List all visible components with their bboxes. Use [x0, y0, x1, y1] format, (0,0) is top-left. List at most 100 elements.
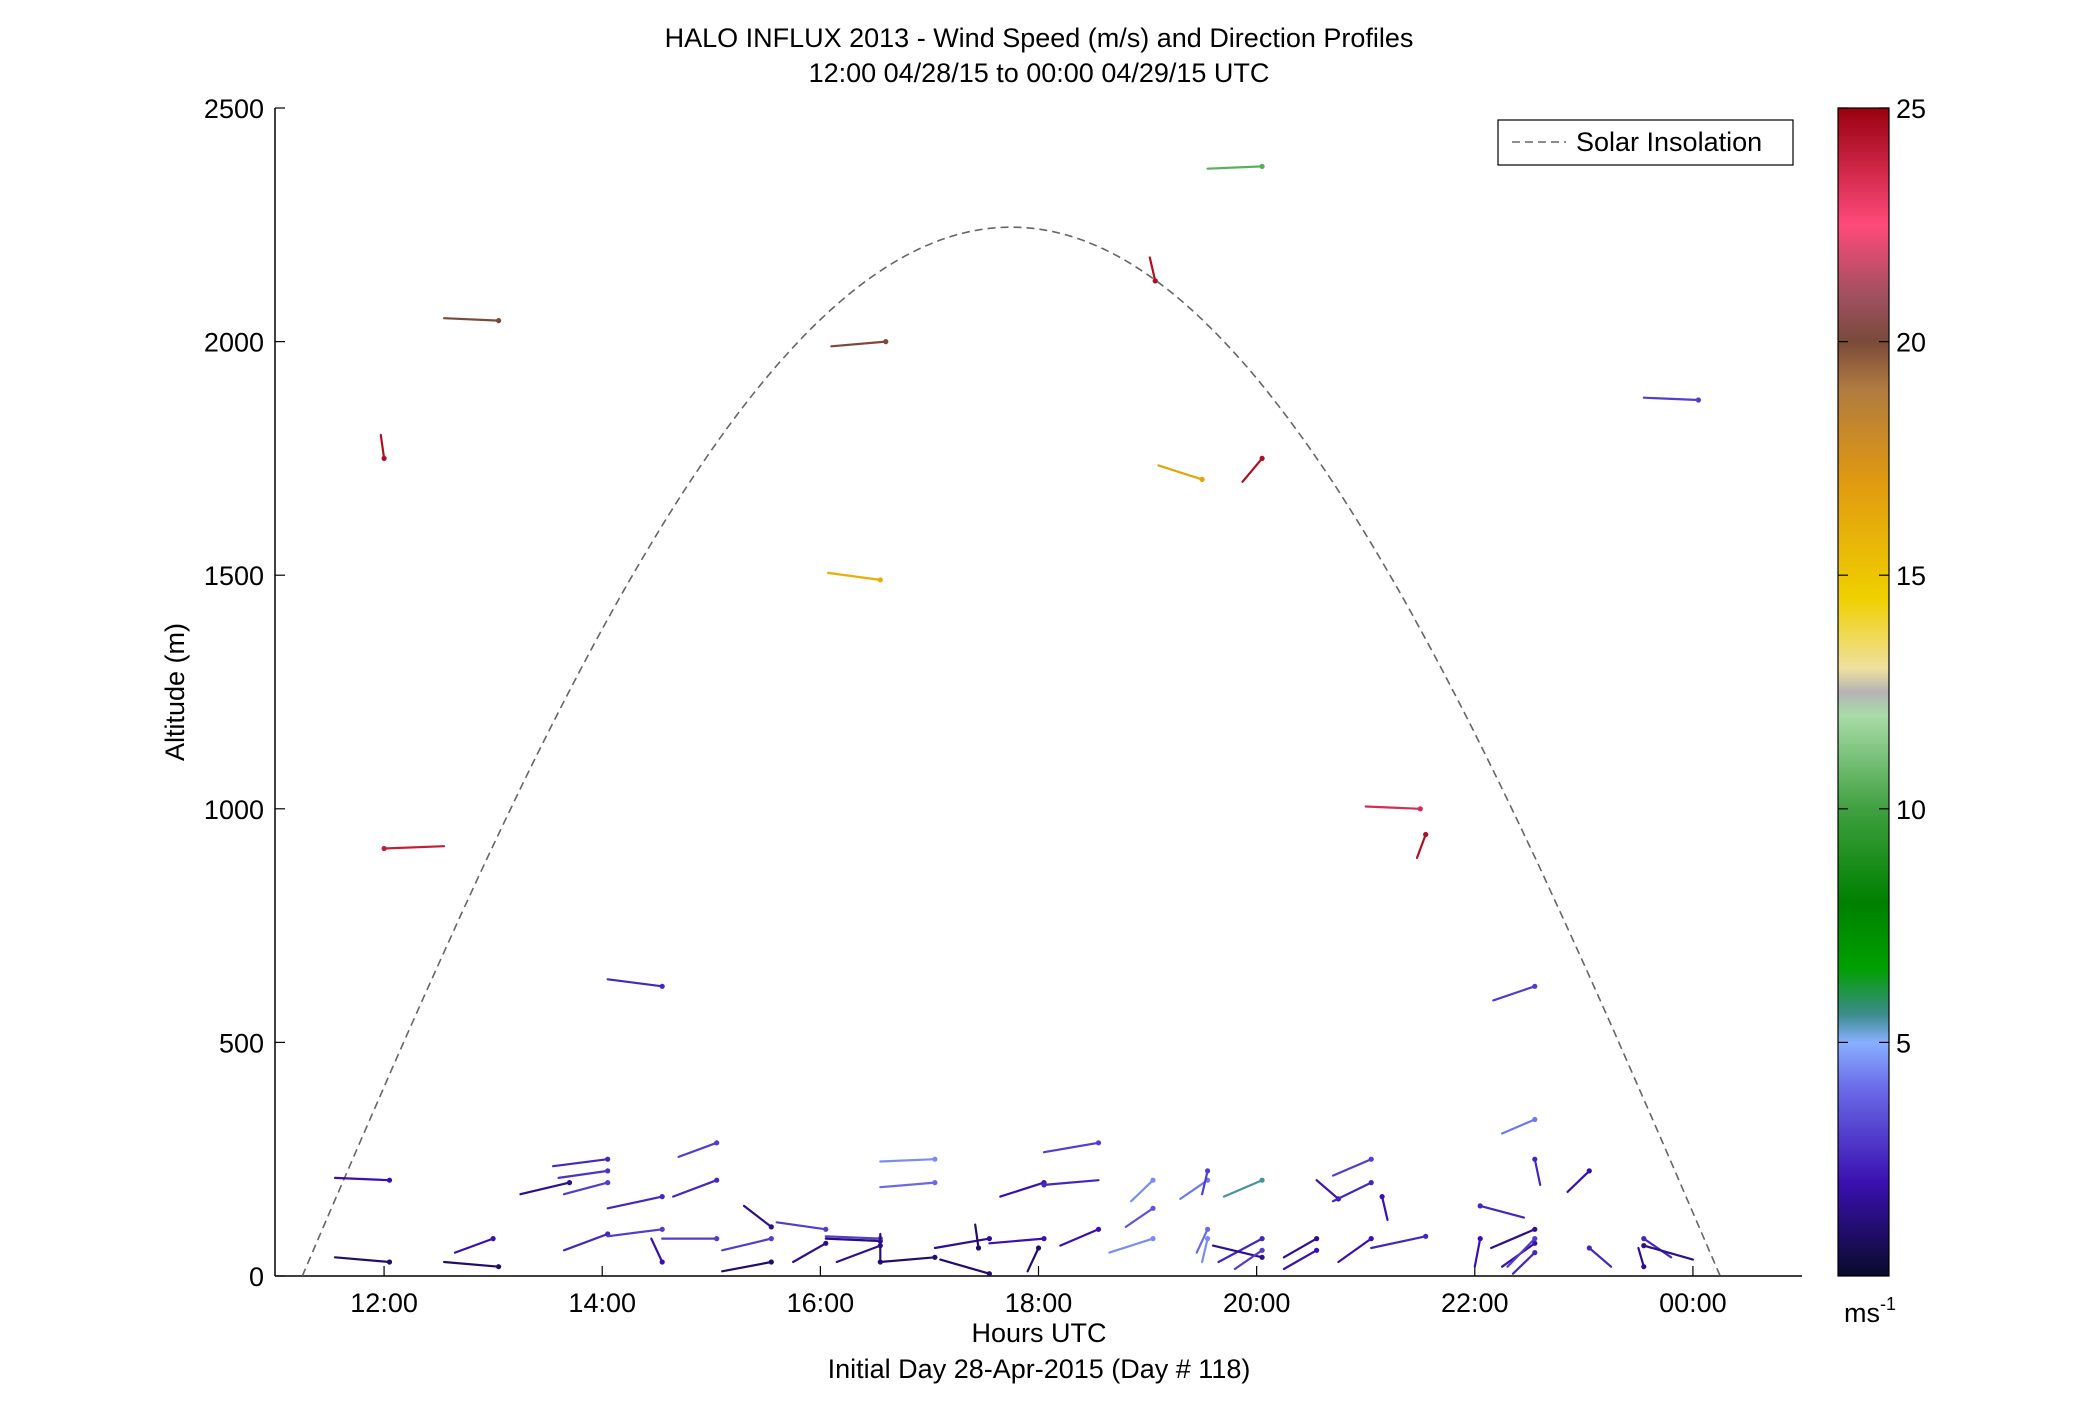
wind-vector-head [768, 1259, 774, 1265]
wind-vector-head [1586, 1168, 1592, 1174]
y-tick-label: 0 [249, 1262, 264, 1292]
wind-vector [1642, 396, 1700, 402]
wind-vector-head [1532, 1226, 1538, 1232]
wind-vector-head [1041, 1236, 1047, 1242]
wind-vector-head [496, 1264, 502, 1270]
wind-vector [1473, 1237, 1482, 1268]
y-tick-group: 0 500 1000 1500 2000 2500 [204, 94, 285, 1292]
colorbar: 5 10 15 20 25 ms-1 [1837, 94, 1926, 1328]
legend: Solar Insolation [1497, 119, 1794, 166]
x-axis-sublabel: Initial Day 28-Apr-2015 (Day # 118) [828, 1354, 1251, 1384]
wind-vector [443, 1260, 500, 1268]
wind-vector-head [932, 1180, 938, 1186]
wind-vector [988, 1237, 1046, 1245]
wind-vector-head [932, 1254, 938, 1260]
wind-vector [1200, 1237, 1209, 1264]
wind-vector [742, 1204, 773, 1229]
colorbar-tick-label: 25 [1896, 94, 1926, 124]
wind-vector [606, 1195, 664, 1210]
wind-vector [1026, 1246, 1040, 1273]
wind-vector-head [1641, 1243, 1647, 1249]
wind-vector-head [883, 339, 889, 345]
wind-vector [333, 1176, 391, 1182]
wind-vector [1511, 1251, 1536, 1275]
wind-vector [551, 1158, 609, 1168]
wind-vector [1233, 1249, 1264, 1271]
wind-vector-head [1532, 1116, 1538, 1123]
wind-vector [1315, 1179, 1340, 1201]
wind-vector [824, 1237, 882, 1243]
wind-vector [824, 1235, 882, 1240]
wind-vector-head [386, 1259, 393, 1265]
wind-vector [1148, 256, 1157, 282]
wind-vector-head [1314, 1247, 1320, 1253]
wind-vector [562, 1232, 609, 1252]
wind-vector [830, 340, 887, 348]
wind-vector-head [986, 1271, 992, 1276]
wind-vector [1588, 1246, 1613, 1268]
wind-vector-head [932, 1156, 938, 1162]
wind-vector [939, 1258, 991, 1275]
wind-vector-head [605, 1156, 611, 1162]
wind-vector [1370, 1235, 1427, 1250]
legend-label: Solar Insolation [1576, 127, 1762, 157]
wind-vector-head [823, 1226, 829, 1232]
y-tick-label: 2000 [204, 328, 264, 358]
wind-vector-head [1035, 1245, 1042, 1251]
x-tick-label: 22:00 [1441, 1288, 1509, 1318]
wind-vector [1337, 1237, 1373, 1264]
wind-vector [383, 845, 446, 850]
wind-vector-head [1259, 1177, 1265, 1183]
wind-vector [671, 1179, 718, 1198]
wind-vector-head [1205, 1168, 1211, 1174]
colorbar-tick-group: 5 10 15 20 25 [1838, 94, 1926, 1058]
wind-vector-head [877, 577, 883, 583]
wind-vector [1042, 1179, 1100, 1187]
wind-vector [835, 1244, 882, 1264]
wind-vector-head [1695, 397, 1701, 403]
x-tick-label: 20:00 [1223, 1288, 1291, 1318]
wind-vector [1364, 805, 1422, 810]
x-tick-group: 12:00 14:00 16:00 18:00 20:00 22:00 00:00 [350, 1266, 1727, 1318]
wind-vector [1130, 1179, 1155, 1203]
wind-vector [677, 1141, 718, 1159]
y-tick-label: 1500 [204, 561, 264, 591]
colorbar-tick-label: 15 [1896, 561, 1926, 591]
wind-vector-head [1368, 1180, 1374, 1186]
wind-vector [1059, 1228, 1100, 1247]
colorbar-unit-exponent: -1 [1880, 1294, 1896, 1314]
wind-vector [879, 1256, 937, 1264]
wind-vector-head [1150, 1236, 1156, 1242]
wind-vector-head [1532, 1240, 1538, 1246]
wind-vector-head [1417, 806, 1423, 812]
wind-vector-head [1423, 831, 1429, 838]
wind-vector-head [1641, 1236, 1647, 1242]
wind-vector-head [659, 1259, 665, 1265]
wind-vector [1479, 1204, 1526, 1219]
solar-insolation-curve [301, 226, 1721, 1276]
wind-vector [1489, 1228, 1536, 1250]
wind-vector [1331, 1181, 1373, 1203]
wind-vector [1124, 1207, 1155, 1229]
wind-vector-head [1095, 1226, 1102, 1232]
wind-vector [826, 571, 882, 582]
colorbar-unit: ms-1 [1844, 1294, 1896, 1328]
colorbar-unit-base: ms [1844, 1298, 1880, 1328]
wind-vector-head [1423, 1233, 1429, 1239]
wind-vector-head [823, 1240, 829, 1246]
colorbar-fill [1837, 107, 1890, 1277]
wind-vector [1179, 1179, 1209, 1201]
wind-vector [333, 1256, 391, 1264]
x-tick-label: 16:00 [787, 1288, 855, 1318]
wind-vector-head [659, 1194, 665, 1200]
x-tick-label: 12:00 [350, 1288, 418, 1318]
chart-subtitle: 12:00 04/28/15 to 00:00 04/29/15 UTC [809, 58, 1270, 88]
wind-vector-head [1532, 983, 1538, 989]
wind-vector-head [1314, 1236, 1320, 1242]
wind-vector-head [1477, 1236, 1483, 1242]
wind-vector [606, 1228, 664, 1238]
wind-vector [557, 1169, 609, 1180]
wind-vector-head [1152, 278, 1158, 284]
wind-vector [974, 1223, 980, 1250]
